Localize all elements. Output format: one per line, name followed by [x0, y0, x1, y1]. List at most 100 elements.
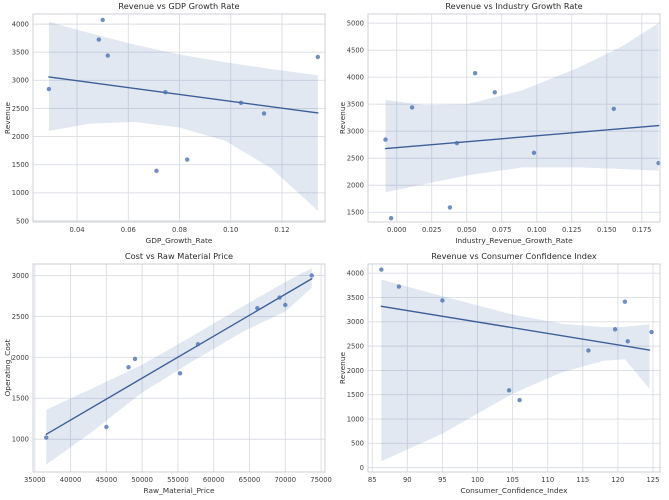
scatter-point: [132, 356, 138, 362]
scatter-point: [195, 342, 201, 347]
scatter-point: [388, 216, 394, 221]
scatter-point: [649, 329, 654, 335]
y-tick-label: 1000: [12, 436, 29, 444]
scatter-point: [154, 168, 159, 174]
scatter-point: [383, 137, 388, 142]
x-tick-label: 0.000: [387, 226, 406, 234]
y-axis-label: Operating_Cost: [3, 339, 12, 396]
x-tick-label: 0.06: [121, 226, 136, 234]
scatter-point: [255, 306, 260, 311]
chart-title: Revenue vs GDP Growth Rate: [118, 1, 239, 11]
axes-spines: [367, 263, 661, 473]
scatter-point: [447, 205, 453, 210]
y-tick-label: 1000: [12, 189, 29, 197]
y-tick-label: 2000: [12, 133, 29, 141]
x-tick-label: 115: [576, 476, 589, 484]
scatter-point: [309, 273, 314, 278]
confidence-band: [381, 279, 650, 462]
y-tick-label: 4000: [347, 270, 364, 278]
chart-title: Revenue vs Consumer Confidence Index: [431, 251, 597, 261]
scatter-point: [492, 90, 497, 95]
subplot-revenue-vs-industry-growth-rate: 0.000 0.025 0.050 0.075 0.100 0.125 0.150 0.175…: [338, 1, 661, 245]
x-tick-label: 0.04: [69, 226, 84, 234]
x-tick-label: 0.08: [172, 226, 187, 234]
chart-title: Cost vs Raw Material Price: [125, 251, 233, 261]
scatter-point: [46, 86, 52, 92]
x-tick-label: 50000: [131, 476, 153, 484]
x-tick-label: 0.050: [457, 226, 476, 234]
y-tick-label: 1500: [12, 395, 29, 403]
confidence-band: [48, 21, 318, 211]
scatter-point: [283, 302, 288, 308]
x-tick-label: 35000: [24, 476, 46, 484]
y-tick-label: 5000: [347, 20, 364, 28]
y-tick-label: 2500: [347, 343, 364, 351]
y-tick-label: 1000: [347, 415, 364, 423]
scatter-point: [100, 17, 105, 23]
y-tick-label: 4000: [347, 74, 364, 82]
chart-title: Revenue vs Industry Growth Rate: [445, 1, 582, 11]
y-axis-label: Revenue: [3, 101, 12, 134]
y-tick-label: 3000: [12, 272, 29, 280]
scatter-point: [454, 140, 460, 146]
x-tick-label: 110: [541, 476, 554, 484]
y-tick-label: 1500: [347, 391, 364, 399]
y-tick-label: 2000: [347, 367, 364, 375]
x-tick-label: 0.025: [422, 226, 441, 234]
x-axis-label: GDP_Growth_Rate: [146, 236, 213, 245]
y-tick-label: 2500: [347, 155, 364, 163]
scatter-point: [586, 348, 591, 353]
x-tick-label: 90: [403, 476, 412, 484]
x-tick-label: 45000: [96, 476, 118, 484]
x-tick-label: 65000: [239, 476, 261, 484]
scatter-point: [163, 89, 168, 95]
y-tick-label: 2000: [12, 354, 29, 362]
axes-spines: [32, 13, 326, 223]
x-tick-label: 55000: [167, 476, 189, 484]
y-tick-label: 2000: [347, 182, 364, 190]
scatter-point: [517, 397, 522, 403]
scatter-point: [104, 424, 109, 430]
scatter-point: [238, 100, 244, 106]
scatter-point: [96, 37, 102, 42]
regression-line: [384, 124, 660, 150]
x-tick-label: 60000: [203, 476, 225, 484]
y-tick-label: 3000: [347, 318, 364, 326]
regression-line: [380, 305, 651, 351]
y-tick-label: 500: [351, 440, 364, 448]
scatter-point: [177, 371, 183, 376]
scatter-point: [625, 339, 630, 344]
scatter-point: [184, 157, 190, 162]
y-tick-label: 0: [360, 464, 364, 472]
subplot-revenue-vs-gdp-growth-rate: 0.04 0.06 0.08 0.10 0.12 500 1000 1500 2000 2500 3…: [3, 1, 326, 245]
scatter-point: [611, 106, 616, 112]
x-tick-label: 0.12: [274, 226, 289, 234]
y-tick-label: 500: [16, 217, 29, 225]
x-tick-label: 0.175: [632, 226, 651, 234]
axes-spines: [367, 13, 661, 223]
regression-line: [45, 278, 313, 436]
x-axis-label: Consumer_Confidence_Index: [461, 486, 569, 495]
plot-area: [368, 14, 660, 222]
y-tick-label: 2500: [12, 313, 29, 321]
x-tick-label: 0.075: [492, 226, 511, 234]
x-tick-label: 100: [471, 476, 484, 484]
x-tick-label: 95: [438, 476, 447, 484]
scatter-point: [315, 54, 321, 60]
y-tick-label: 1500: [347, 209, 364, 217]
scatter-point: [379, 267, 384, 272]
y-tick-label: 3000: [347, 128, 364, 136]
scatter-point: [440, 298, 445, 303]
y-tick-label: 4500: [347, 47, 364, 55]
plot-area: [33, 264, 325, 472]
x-tick-label: 125: [646, 476, 659, 484]
x-axis-label: Raw_Material_Price: [144, 486, 215, 495]
x-tick-label: 75000: [310, 476, 332, 484]
scatter-point: [277, 295, 282, 300]
y-tick-label: 4000: [12, 21, 29, 29]
scatter-point: [472, 70, 478, 76]
x-axis-label: Industry_Revenue_Growth_Rate: [455, 236, 573, 245]
x-tick-label: 0.125: [562, 226, 581, 234]
regression-line: [48, 76, 319, 114]
